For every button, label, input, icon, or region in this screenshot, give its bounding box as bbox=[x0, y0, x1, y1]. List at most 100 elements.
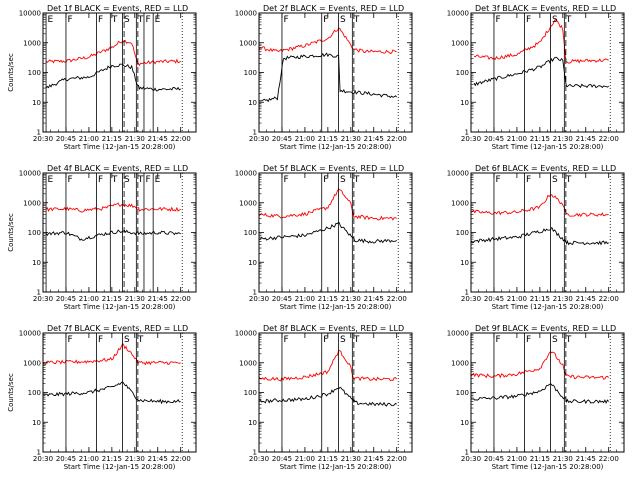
x-tick-label: 21:15 bbox=[318, 295, 338, 303]
panel-9: Det 9f BLACK = Events, RED = LLD F F S T 1 10 1… bbox=[447, 324, 625, 471]
event-marker-label: F bbox=[526, 175, 531, 185]
x-tick-label: 20:30 bbox=[461, 135, 481, 143]
y-tick-label: 100 bbox=[244, 69, 257, 77]
x-tick-label: 21:45 bbox=[148, 295, 168, 303]
y-tick-label: 100 bbox=[28, 389, 41, 397]
y-tick-label: 1 bbox=[253, 129, 257, 137]
y-tick-label: 10 bbox=[460, 419, 469, 427]
event-marker-label: T bbox=[137, 175, 144, 185]
y-tick-label: 10 bbox=[248, 99, 257, 107]
x-tick-label: 21:15 bbox=[530, 135, 550, 143]
y-tick-label: 10 bbox=[460, 259, 469, 267]
panel-title: Det 8f BLACK = Events, RED = LLD bbox=[263, 324, 404, 333]
x-axis-label: Start Time (12-Jan-15 20:28:00) bbox=[280, 463, 392, 471]
event-marker-label: F bbox=[526, 15, 531, 25]
x-tick-label: 20:30 bbox=[33, 295, 53, 303]
event-marker-label: T bbox=[111, 15, 118, 25]
x-tick-label: 21:15 bbox=[102, 135, 122, 143]
event-marker-label: S bbox=[124, 335, 130, 345]
event-marker-label: F bbox=[145, 175, 150, 185]
y-tick-label: 1000 bbox=[451, 199, 469, 207]
lld-series-line bbox=[258, 188, 397, 221]
x-tick-label: 21:00 bbox=[507, 135, 527, 143]
event-marker-label: F bbox=[67, 335, 72, 345]
event-marker-label: S bbox=[552, 15, 558, 25]
y-tick-label: 100 bbox=[244, 229, 257, 237]
x-tick-label: 21:30 bbox=[125, 295, 145, 303]
event-marker-label: T bbox=[565, 15, 572, 25]
x-tick-label: 20:30 bbox=[461, 295, 481, 303]
event-marker-label: S bbox=[340, 335, 346, 345]
x-tick-label: 20:30 bbox=[249, 135, 269, 143]
x-tick-label: 21:45 bbox=[364, 295, 384, 303]
y-tick-label: 1000 bbox=[23, 39, 41, 47]
y-tick-label: 10000 bbox=[235, 10, 257, 18]
y-tick-label: 1000 bbox=[23, 359, 41, 367]
x-tick-label: 22:00 bbox=[171, 455, 191, 463]
panel-title: Det 7f BLACK = Events, RED = LLD bbox=[47, 324, 188, 333]
y-tick-label: 100 bbox=[456, 69, 469, 77]
events-series-line bbox=[45, 63, 181, 92]
events-series-line bbox=[258, 52, 398, 103]
panel-title: Det 3f BLACK = Events, RED = LLD bbox=[475, 4, 616, 13]
x-tick-label: 20:45 bbox=[56, 455, 76, 463]
event-marker-label: T bbox=[353, 15, 360, 25]
x-tick-label: 20:30 bbox=[33, 455, 53, 463]
y-tick-label: 10 bbox=[32, 259, 41, 267]
panel-7: Det 7f BLACK = Events, RED = LLD F F S T 1 10 1… bbox=[7, 324, 197, 471]
y-tick-label: 1000 bbox=[451, 39, 469, 47]
x-tick-label: 21:15 bbox=[530, 455, 550, 463]
lld-series-line bbox=[470, 193, 609, 218]
panel-title: Det 6f BLACK = Events, RED = LLD bbox=[475, 164, 616, 173]
y-tick-label: 100 bbox=[456, 389, 469, 397]
x-tick-label: 22:00 bbox=[387, 295, 407, 303]
x-tick-label: 21:30 bbox=[553, 295, 573, 303]
y-axis-label: Counts/sec bbox=[7, 213, 15, 252]
x-tick-label: 20:45 bbox=[272, 455, 292, 463]
event-marker-label: T bbox=[111, 175, 118, 185]
x-axis-label: Start Time (12-Jan-15 20:28:00) bbox=[64, 303, 176, 311]
event-marker-label: S bbox=[340, 175, 346, 185]
x-axis-label: Start Time (12-Jan-15 20:28:00) bbox=[280, 143, 392, 151]
events-series-line bbox=[258, 386, 397, 407]
y-tick-label: 1 bbox=[465, 289, 469, 297]
x-tick-label: 20:45 bbox=[272, 135, 292, 143]
event-marker-label: S bbox=[124, 175, 130, 185]
x-axis-label: Start Time (12-Jan-15 20:28:00) bbox=[64, 463, 176, 471]
event-marker-label: F bbox=[145, 15, 150, 25]
y-tick-label: 10000 bbox=[447, 330, 469, 338]
panel-2: Det 2f BLACK = Events, RED = LLD F F S T 1 10 1… bbox=[235, 4, 413, 151]
event-marker-label: E bbox=[48, 15, 54, 25]
x-tick-label: 20:45 bbox=[56, 295, 76, 303]
lld-series-line bbox=[45, 39, 181, 67]
y-tick-label: 1 bbox=[253, 289, 257, 297]
panel-3: Det 3f BLACK = Events, RED = LLD F F S T 1 10 1… bbox=[447, 4, 625, 151]
panel-title: Det 5f BLACK = Events, RED = LLD bbox=[263, 164, 404, 173]
x-axis-label: Start Time (12-Jan-15 20:28:00) bbox=[280, 303, 392, 311]
event-marker-label: F bbox=[283, 335, 288, 345]
y-tick-label: 1000 bbox=[239, 359, 257, 367]
x-tick-label: 21:00 bbox=[507, 455, 527, 463]
event-marker-label: T bbox=[137, 335, 144, 345]
x-axis-label: Start Time (12-Jan-15 20:28:00) bbox=[64, 143, 176, 151]
x-tick-label: 21:30 bbox=[341, 135, 361, 143]
panel-title: Det 2f BLACK = Events, RED = LLD bbox=[263, 4, 404, 13]
x-tick-label: 20:45 bbox=[484, 455, 504, 463]
event-marker-label: F bbox=[67, 175, 72, 185]
event-marker-label: E bbox=[48, 175, 54, 185]
event-marker-label: F bbox=[98, 175, 103, 185]
x-tick-label: 21:00 bbox=[295, 135, 315, 143]
event-marker-label: F bbox=[495, 175, 500, 185]
event-marker-label: F bbox=[283, 15, 288, 25]
x-tick-label: 21:30 bbox=[125, 455, 145, 463]
x-tick-label: 21:45 bbox=[148, 455, 168, 463]
event-marker-label: F bbox=[98, 335, 103, 345]
x-tick-label: 21:00 bbox=[507, 295, 527, 303]
x-tick-label: 21:45 bbox=[576, 135, 596, 143]
x-tick-label: 22:00 bbox=[387, 135, 407, 143]
panel-6: Det 6f BLACK = Events, RED = LLD F F S T 1 10 1… bbox=[447, 164, 625, 311]
x-tick-label: 21:15 bbox=[102, 295, 122, 303]
x-tick-label: 21:00 bbox=[79, 455, 99, 463]
y-tick-label: 10 bbox=[248, 419, 257, 427]
